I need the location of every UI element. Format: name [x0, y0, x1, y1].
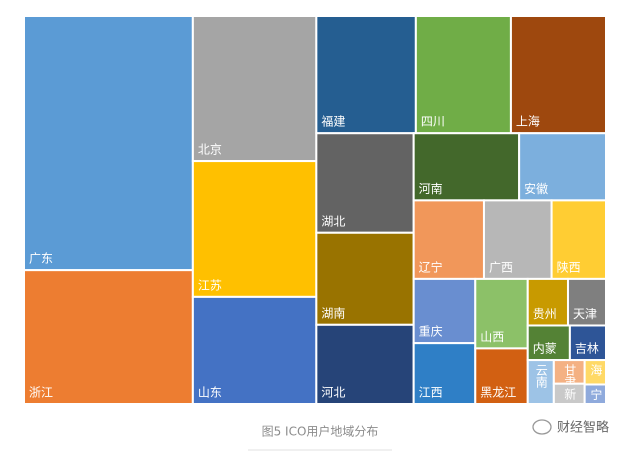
cell-label: 湖北 — [321, 213, 345, 228]
cell-label: 甘肃 — [563, 364, 577, 389]
cell-label: 宁 — [589, 387, 603, 400]
cell — [583, 383, 608, 405]
cell-label: 河北 — [321, 386, 345, 400]
cell-label: 内蒙 — [533, 342, 557, 356]
cell-label: 江苏 — [198, 278, 222, 292]
cell — [412, 277, 477, 345]
cell — [23, 15, 194, 272]
cell — [474, 347, 529, 405]
cell-label: 河南 — [419, 181, 443, 196]
cell — [191, 160, 318, 298]
watermark-icon — [532, 419, 552, 435]
cell-label: 陕西 — [557, 259, 581, 274]
cell — [23, 269, 194, 406]
watermark-text: 财经智略 — [557, 420, 609, 436]
cell-label: 江西 — [419, 386, 443, 400]
cell — [191, 15, 318, 163]
cell — [412, 342, 477, 406]
cell — [315, 231, 415, 326]
cell-label: 广西 — [489, 260, 513, 274]
cell-label: 四川 — [421, 115, 445, 129]
cell-label: 上海 — [516, 114, 540, 129]
cell-label: 安徽 — [524, 181, 548, 196]
cell-label: 吉林 — [575, 342, 599, 356]
cell — [509, 15, 607, 135]
cell-label: 山西 — [480, 330, 504, 344]
watermark: 财经智略 — [532, 419, 609, 436]
caption: 图5 ICO用户地域分布 — [262, 424, 379, 439]
cell-label: 湖南 — [321, 305, 345, 320]
cell-label: 北京 — [198, 143, 222, 157]
cell — [550, 199, 608, 280]
cell-label: 重庆 — [419, 325, 443, 339]
cell — [526, 359, 555, 406]
cell-label: 黑龙江 — [480, 386, 516, 400]
cell-label: 天津 — [573, 307, 597, 321]
cell-label: 辽宁 — [419, 259, 443, 274]
cell-label: 贵州 — [533, 307, 557, 321]
cell-label: 山东 — [198, 386, 222, 400]
cell-label: 福建 — [321, 114, 345, 129]
cell-label: 广东 — [29, 252, 53, 266]
cell — [315, 15, 417, 135]
cell-label: 新 — [563, 386, 577, 399]
cell — [482, 199, 553, 280]
cell-label: 云南 — [534, 364, 548, 388]
cell — [566, 277, 607, 327]
cell-label: 浙江 — [29, 386, 53, 400]
cell-label: 海 — [589, 363, 603, 376]
cell — [474, 277, 529, 350]
cell — [412, 199, 485, 280]
cell — [518, 132, 608, 202]
